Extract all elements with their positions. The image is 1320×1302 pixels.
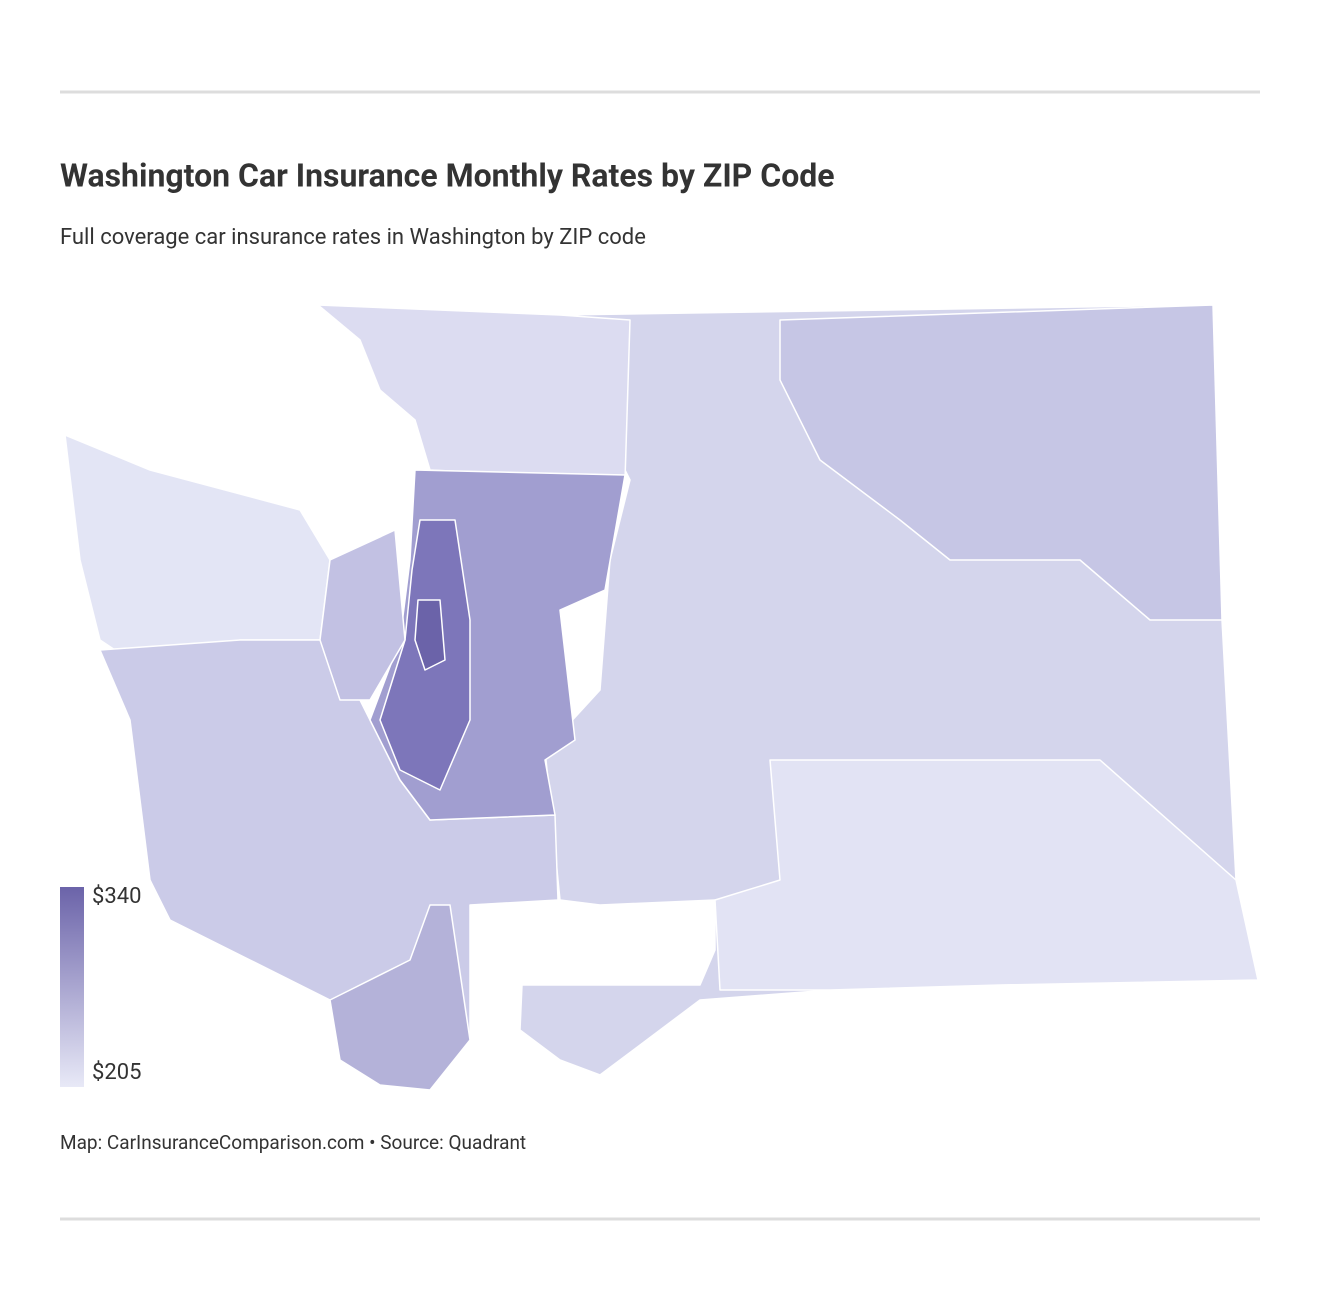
- kitsap-region: [319, 529, 406, 701]
- legend-label: $205: [92, 1060, 141, 1085]
- legend: $205 $340: [92, 884, 141, 1085]
- title: Washington Car Insurance Monthly Rates b…: [60, 156, 835, 194]
- north-sound-region: [317, 304, 631, 481]
- map: [64, 304, 1259, 1091]
- olympic-region: [64, 434, 331, 661]
- south-central-region: [714, 759, 1259, 991]
- legend-label: $340: [92, 884, 141, 909]
- seattle-center-region: [414, 599, 446, 671]
- subtitle: Full coverage car insurance rates in Was…: [60, 225, 646, 250]
- legend-bar: [60, 887, 84, 1087]
- clark-region: [329, 904, 471, 1091]
- northeast-region: [779, 304, 1223, 621]
- source: Map: CarInsuranceComparison.com • Source…: [60, 1131, 526, 1154]
